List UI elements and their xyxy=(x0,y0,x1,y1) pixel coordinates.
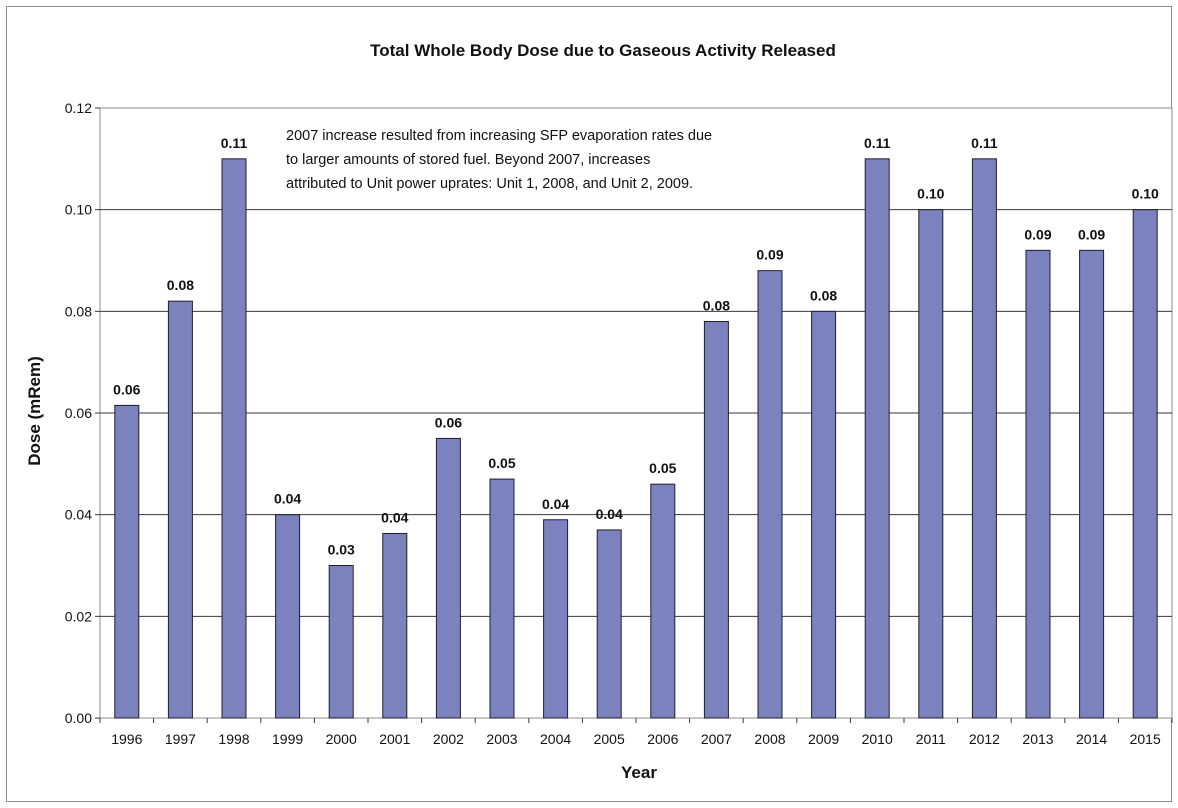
x-axis-title: Year xyxy=(621,763,657,782)
x-tick-label: 2014 xyxy=(1076,731,1107,747)
x-tick-label: 2007 xyxy=(701,731,732,747)
x-tick-label: 2001 xyxy=(379,731,410,747)
data-label: 0.10 xyxy=(917,186,944,202)
y-tick-label: 0.12 xyxy=(65,100,92,116)
y-tick-label: 0.02 xyxy=(65,608,92,624)
x-tick-label: 1997 xyxy=(165,731,196,747)
bar xyxy=(543,519,569,719)
x-tick-label: 2006 xyxy=(647,731,678,747)
data-label: 0.11 xyxy=(971,135,998,151)
bars xyxy=(114,158,1158,719)
data-label: 0.09 xyxy=(1024,226,1051,242)
bar xyxy=(435,437,461,719)
bar xyxy=(489,478,515,719)
data-label: 0.08 xyxy=(167,277,194,293)
bar xyxy=(650,483,676,719)
x-tick-label: 2009 xyxy=(808,731,839,747)
x-tick-label: 2000 xyxy=(326,731,357,747)
data-label: 0.06 xyxy=(113,381,140,397)
data-labels: 0.06 0.08 0.11 0.04 0.03 0.04 0.06 0.05 0.04 0.04… xyxy=(113,135,1159,558)
annotation-line: attributed to Unit power uprates: Unit 1… xyxy=(286,176,693,192)
annotation-text: 2007 increase resulted from increasing S… xyxy=(286,128,712,192)
bar xyxy=(1132,209,1158,719)
data-label: 0.08 xyxy=(703,298,730,314)
data-label: 0.04 xyxy=(596,506,623,522)
data-label: 0.09 xyxy=(1078,226,1105,242)
bar xyxy=(864,158,890,719)
data-label: 0.08 xyxy=(810,287,837,303)
x-tick-label: 2008 xyxy=(754,731,785,747)
data-label: 0.05 xyxy=(488,455,515,471)
x-tick-label: 2012 xyxy=(969,731,1000,747)
bar xyxy=(275,514,301,719)
bar xyxy=(811,310,837,719)
data-label: 0.04 xyxy=(542,496,569,512)
x-tick-label: 1998 xyxy=(218,731,249,747)
bar xyxy=(1025,249,1051,719)
data-label: 0.10 xyxy=(1132,186,1159,202)
bar xyxy=(114,404,140,719)
bar xyxy=(382,532,408,719)
bar xyxy=(918,209,944,719)
x-tick-label: 2013 xyxy=(1022,731,1053,747)
bar xyxy=(328,565,354,719)
x-tick-label: 2002 xyxy=(433,731,464,747)
x-tick-label: 2003 xyxy=(486,731,517,747)
y-tick-label: 0.06 xyxy=(65,405,92,421)
x-axis-ticks: 1996 1997 1998 1999 2000 2001 2002 2003 2004 2005… xyxy=(99,718,1173,747)
y-axis-title: Dose (mRem) xyxy=(25,356,44,466)
x-tick-label: 1996 xyxy=(111,731,142,747)
x-tick-label: 2011 xyxy=(916,731,946,747)
data-label: 0.05 xyxy=(649,460,676,476)
bar xyxy=(703,321,729,719)
data-label: 0.09 xyxy=(756,247,783,263)
y-tick-label: 0.08 xyxy=(65,303,92,319)
data-label: 0.11 xyxy=(864,135,891,151)
x-tick-label: 2010 xyxy=(862,731,893,747)
x-tick-label: 2015 xyxy=(1130,731,1161,747)
y-tick-label: 0.10 xyxy=(65,202,92,218)
data-label: 0.06 xyxy=(435,414,462,430)
bar xyxy=(1079,249,1105,719)
x-tick-label: 1999 xyxy=(272,731,303,747)
x-tick-label: 2005 xyxy=(594,731,625,747)
x-tick-label: 2004 xyxy=(540,731,571,747)
y-tick-label: 0.04 xyxy=(65,507,92,523)
chart-title: Total Whole Body Dose due to Gaseous Act… xyxy=(370,41,836,60)
bar xyxy=(221,158,247,719)
annotation-line: to larger amounts of stored fuel. Beyond… xyxy=(286,152,650,168)
annotation-line: 2007 increase resulted from increasing S… xyxy=(286,128,712,144)
y-tick-label: 0.00 xyxy=(65,710,92,726)
data-label: 0.04 xyxy=(381,509,408,525)
y-axis-ticks: 0.00 0.02 0.04 0.06 0.08 0.10 0.12 xyxy=(65,100,100,726)
data-label: 0.04 xyxy=(274,491,301,507)
data-label: 0.03 xyxy=(328,542,355,558)
bar xyxy=(596,529,622,719)
bar xyxy=(971,158,997,719)
bar xyxy=(757,270,783,719)
data-label: 0.11 xyxy=(221,135,248,151)
bar xyxy=(167,300,193,719)
